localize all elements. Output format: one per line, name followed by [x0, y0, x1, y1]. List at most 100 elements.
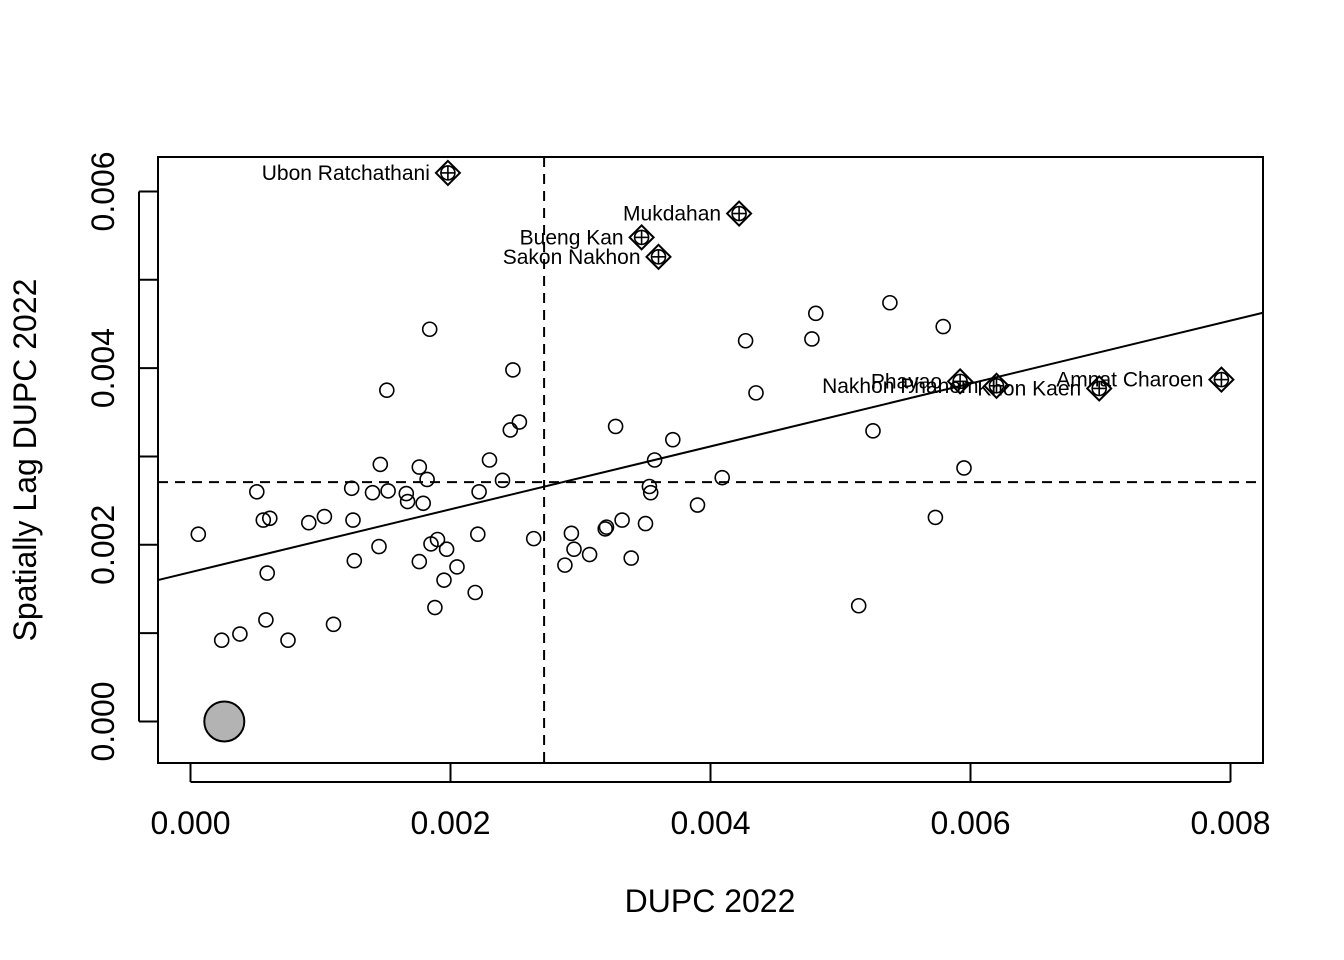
influential-point [645, 243, 672, 271]
data-point [502, 422, 519, 438]
data-point [642, 484, 659, 501]
data-point [398, 485, 415, 502]
data-point [494, 472, 511, 489]
data-point [664, 431, 681, 448]
data-point [714, 469, 731, 486]
data-point [563, 525, 580, 542]
x-tick-label: 0.006 [930, 805, 1010, 841]
data-point [232, 626, 248, 642]
data-point [213, 632, 230, 649]
data-point [190, 526, 207, 543]
influential-diamond [645, 243, 672, 271]
data-point [346, 552, 363, 569]
influential-diamond [1207, 366, 1235, 394]
data-point [614, 512, 630, 528]
data-point [449, 559, 465, 575]
influential-point [628, 223, 656, 251]
data-point [597, 521, 614, 537]
data-point [748, 385, 764, 401]
data-point [258, 612, 274, 628]
data-point [419, 471, 435, 488]
data-point [415, 495, 432, 512]
data-point [261, 510, 278, 527]
data-point [737, 332, 754, 349]
data-point [935, 318, 952, 335]
influential-diamond [946, 367, 974, 395]
influential-point [1207, 366, 1235, 394]
data-point [399, 493, 416, 510]
influential-label: Nakhon Phanom [822, 375, 978, 398]
data-point [364, 484, 381, 501]
data-point [280, 632, 296, 649]
data-point [345, 512, 361, 528]
data-point [505, 362, 521, 378]
data-point [637, 515, 654, 532]
data-point [378, 382, 395, 399]
data-point [343, 480, 360, 497]
data-point [371, 538, 387, 555]
data-point [865, 423, 881, 439]
data-point [316, 508, 333, 525]
data-point [259, 565, 276, 581]
influential-diamond [628, 223, 656, 251]
y-tick-label: 0.006 [85, 151, 121, 231]
influential-label: Ubon Ratchathani [262, 162, 430, 185]
influential-label: Amnat Charoen [1056, 369, 1203, 392]
influential-diamond [434, 159, 462, 187]
influential-diamond [983, 372, 1010, 400]
y-tick-label: 0.000 [85, 681, 121, 761]
influential-point [1085, 375, 1113, 402]
reference-lines-layer [157, 157, 1264, 763]
data-point [436, 572, 452, 588]
x-tick-label: 0.004 [670, 805, 750, 841]
x-axis: 0.000 0.002 0.004 0.006 0.008 [150, 763, 1271, 841]
data-point [581, 546, 598, 563]
y-tick-label: 0.002 [85, 505, 121, 585]
influential-point [434, 159, 462, 187]
data-point [566, 541, 582, 558]
data-point [525, 530, 542, 547]
influential-label: Bueng Kan [520, 226, 624, 249]
x-tick-label: 0.000 [150, 805, 230, 841]
data-point [471, 484, 487, 500]
data-point [481, 452, 498, 468]
influential-point [946, 367, 974, 395]
x-tick-label: 0.002 [410, 805, 490, 841]
influential-label: Phayao [871, 370, 942, 393]
highlight-point [203, 700, 246, 743]
data-point [467, 584, 484, 601]
data-point [807, 305, 824, 322]
data-point [300, 514, 317, 531]
influential-diamond [725, 200, 753, 227]
data-point [248, 484, 265, 500]
data-point [511, 414, 528, 430]
data-point [956, 460, 972, 476]
y-axis: 0.000 0.002 0.004 0.006 [85, 151, 158, 762]
data-point [411, 553, 428, 570]
data-point [927, 509, 944, 526]
influential-diamond [1085, 375, 1113, 402]
regression-line [157, 311, 1264, 582]
data-point [429, 531, 446, 548]
y-axis-title: Spatially Lag DUPC 2022 [7, 279, 43, 642]
plot-frame [157, 156, 1264, 764]
y-tick-label: 0.004 [85, 328, 121, 408]
data-point [598, 519, 615, 535]
data-point [850, 597, 867, 614]
data-point [255, 512, 272, 528]
influential-label: Khon Kaen [977, 377, 1081, 400]
influential-point [983, 372, 1010, 400]
data-point [469, 526, 486, 543]
data-point [438, 541, 455, 558]
data-point [646, 452, 663, 468]
data-points-layer [190, 294, 972, 743]
data-point [557, 557, 573, 573]
data-point [607, 418, 624, 435]
influential-label: Mukdahan [623, 203, 721, 226]
influential-point [725, 200, 753, 227]
data-point [623, 550, 640, 566]
x-axis-title: DUPC 2022 [625, 883, 796, 919]
data-point [882, 294, 898, 311]
